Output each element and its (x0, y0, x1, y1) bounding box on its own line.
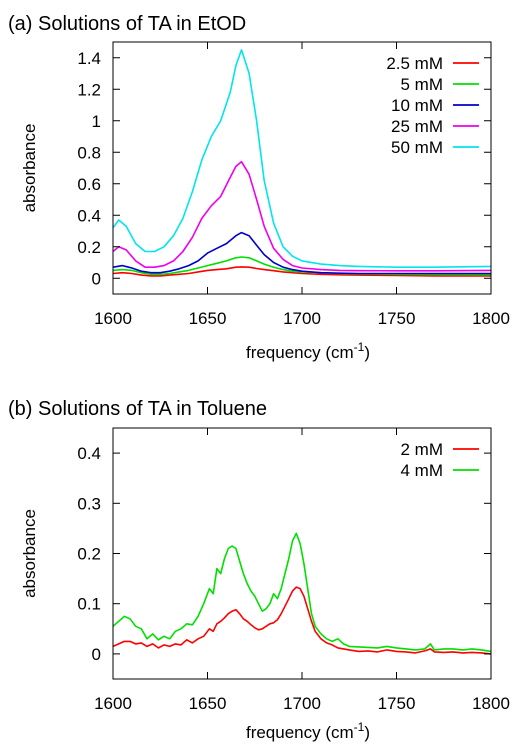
chart-title: (b) Solutions of TA in Toluene (8, 398, 267, 420)
series-line-5-mM (113, 256, 491, 276)
x-tick-label: 1700 (283, 309, 321, 328)
x-tick-label: 1800 (472, 309, 510, 328)
chart-b: (b) Solutions of TA in Toluene 0 0.1 0.2 0.3… (8, 398, 510, 742)
y-tick-label: 0 (92, 645, 101, 664)
y-tick-label: 1.4 (77, 49, 101, 68)
series-line-25-mM (113, 160, 491, 272)
x-tick-label: 1600 (94, 694, 132, 713)
legend-label: 10 mM (391, 96, 443, 115)
series-line-4-mM (113, 532, 491, 653)
y-tick-label: 0.3 (77, 494, 101, 513)
y-axis-label: absorbance (20, 509, 39, 598)
legend-label: 5 mM (401, 75, 444, 94)
y-tick-label: 0.2 (77, 238, 101, 257)
y-tick-label: 0.8 (77, 143, 101, 162)
x-axis-label: frequency (cm-1) (246, 340, 370, 362)
x-tick-label: 1700 (283, 694, 321, 713)
x-tick-label: 1650 (189, 694, 227, 713)
chart-a: (a) Solutions of TA in EtOD 0 0.2 0.4 0.6 0.8… (8, 13, 510, 362)
series-line-10-mM (113, 231, 491, 275)
y-tick-label: 0.4 (77, 444, 101, 463)
legend-label: 4 mM (401, 461, 444, 480)
x-axis-label: frequency (cm-1) (246, 720, 370, 742)
y-tick-label: 0 (92, 269, 101, 288)
plot-area (113, 49, 491, 277)
legend-label: 50 mM (391, 138, 443, 157)
y-tick-label: 0.2 (77, 545, 101, 564)
plot-area (113, 532, 491, 655)
y-tick-label: 1 (92, 112, 101, 131)
y-tick-label: 0.4 (77, 206, 101, 225)
x-tick-label: 1750 (378, 694, 416, 713)
series-line-2.5-mM (113, 266, 491, 277)
y-tick-label: 0.6 (77, 175, 101, 194)
y-axis-label: absorbance (20, 124, 39, 213)
legend: 2 mM 4 mM (401, 440, 479, 480)
x-tick-label: 1750 (378, 309, 416, 328)
y-tick-label: 0.1 (77, 595, 101, 614)
x-tick-label: 1800 (472, 694, 510, 713)
series-line-2-mM (113, 586, 491, 655)
legend-label: 2.5 mM (386, 54, 443, 73)
series-line-50-mM (113, 49, 491, 269)
legend-label: 2 mM (401, 440, 444, 459)
x-tick-label: 1600 (94, 309, 132, 328)
chart-title: (a) Solutions of TA in EtOD (8, 13, 246, 35)
y-tick-label: 1.2 (77, 80, 101, 99)
legend-label: 25 mM (391, 117, 443, 136)
legend: 2.5 mM 5 mM 10 mM 25 mM 50 mM (386, 54, 479, 157)
x-tick-label: 1650 (189, 309, 227, 328)
